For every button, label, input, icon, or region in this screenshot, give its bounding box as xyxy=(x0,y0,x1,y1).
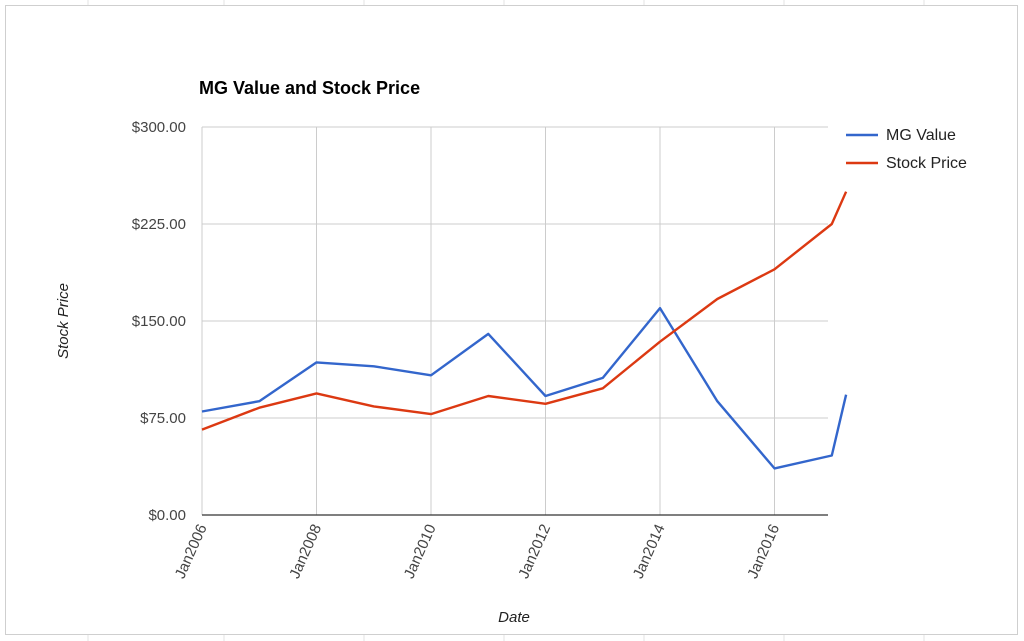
x-tick-label: Jan2008 xyxy=(286,522,325,582)
series-lines xyxy=(201,191,848,470)
x-tick-label: Jan2006 xyxy=(172,522,211,582)
legend-label: Stock Price xyxy=(886,155,967,172)
y-tick-label: $75.00 xyxy=(140,410,186,427)
x-axis-ticks: Jan2006 Jan2008 Jan2010 Jan2012 Jan2014 Jan20… xyxy=(172,522,783,582)
chart-legend: MG Value Stock Price xyxy=(846,127,967,172)
line-chart: MG Value and Stock Price $0.00 $75.00 $150… xyxy=(55,78,967,626)
gridlines xyxy=(201,126,828,515)
series-line-stock-price xyxy=(201,191,848,431)
legend-label: MG Value xyxy=(886,127,956,144)
x-tick-label: Jan2012 xyxy=(515,522,554,582)
y-tick-label: $0.00 xyxy=(148,507,186,524)
x-tick-label: Jan2010 xyxy=(401,522,440,582)
y-axis-title: Stock Price xyxy=(55,283,72,359)
y-tick-label: $300.00 xyxy=(132,119,186,136)
x-tick-label: Jan2014 xyxy=(630,522,669,582)
x-tick-label: Jan2016 xyxy=(744,522,783,582)
y-axis-ticks: $0.00 $75.00 $150.00 $225.00 $300.00 xyxy=(132,119,186,524)
x-axis-title: Date xyxy=(498,609,530,626)
y-tick-label: $150.00 xyxy=(132,313,186,330)
chart-title: MG Value and Stock Price xyxy=(199,78,420,98)
chart-container: MG Value and Stock Price $0.00 $75.00 $150… xyxy=(5,5,1018,635)
y-tick-label: $225.00 xyxy=(132,216,186,233)
series-line-mg-value xyxy=(201,306,848,470)
